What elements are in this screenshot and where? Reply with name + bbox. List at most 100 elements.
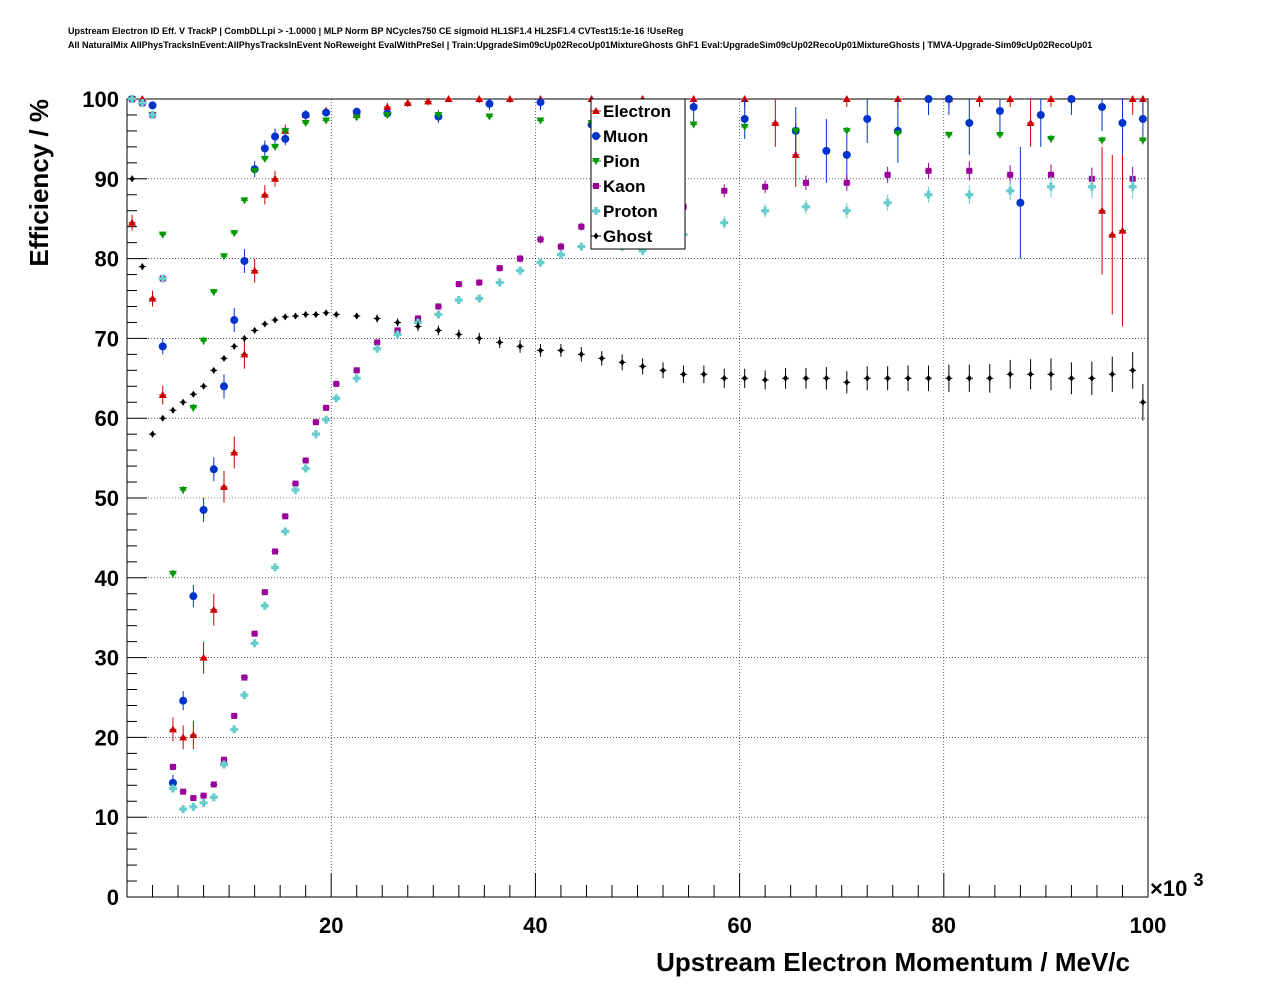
data-point-electron [148,290,157,307]
marker [373,344,382,353]
marker [1089,374,1095,382]
marker [139,263,145,271]
marker [1138,95,1147,102]
data-point-electron [842,95,851,107]
data-point-ghost [884,366,892,391]
data-point-ghost [373,314,381,323]
marker [211,366,217,374]
data-point-muon [924,95,933,115]
data-point-proton [761,204,770,218]
marker [180,788,187,795]
legend-entry-proton: Proton [591,202,658,221]
data-point-ghost [720,368,728,388]
marker [842,150,851,159]
marker [1067,95,1076,103]
marker [689,121,698,129]
marker [740,123,749,131]
data-point-ghost [1067,362,1075,395]
marker [240,197,249,205]
data-point-ghost [1006,359,1014,389]
data-point-electron [424,97,433,106]
marker [721,374,727,382]
marker [180,398,186,406]
legend-marker [593,183,599,189]
marker [783,374,789,382]
marker [189,731,198,739]
data-point-proton [301,464,310,473]
marker [352,114,361,122]
data-point-proton [250,639,259,648]
y-tick-label: 20 [95,725,119,750]
data-point-ghost [220,354,228,362]
marker [660,366,666,374]
marker [354,312,360,320]
marker [485,113,494,121]
marker [231,712,238,719]
data-point-kaon [516,254,524,263]
data-point-muon [740,99,749,139]
marker [803,374,809,382]
marker [762,376,768,384]
data-point-muon [352,107,361,116]
marker [1026,118,1035,126]
data-point-muon [322,108,331,117]
y-tick-label: 70 [95,326,119,351]
marker [537,236,544,243]
data-point-electron [975,95,984,107]
marker [129,175,135,183]
marker [1109,370,1115,378]
marker [209,289,218,297]
marker [200,792,207,799]
data-point-pion [189,403,198,412]
marker [771,118,780,126]
marker [965,118,974,127]
marker [260,601,269,610]
data-point-electron [179,725,188,750]
data-point-muon [842,126,851,183]
data-point-kaon [240,674,248,681]
marker [322,108,331,117]
marker [640,362,646,370]
data-point-proton [577,242,586,251]
data-point-pion [230,229,239,238]
marker [301,110,310,119]
data-point-kaon [557,242,565,251]
data-point-ghost [577,347,585,362]
data-point-kaon [924,162,932,179]
marker [148,110,157,119]
marker [403,98,412,106]
y-tick-label: 90 [95,167,119,192]
data-point-ghost [924,365,932,392]
data-point-proton [311,430,320,439]
marker [281,527,290,536]
marker [201,382,207,390]
data-point-pion [219,253,228,261]
marker [517,255,524,262]
chart-title-line-1: Upstream Electron ID Eff. V TrackP | Com… [68,26,684,36]
marker [496,265,503,272]
data-point-pion [301,119,310,127]
marker [415,322,421,330]
data-point-ghost [537,343,545,357]
data-point-ghost [1088,361,1096,396]
marker [455,281,462,288]
legend-entry-kaon: Kaon [591,177,646,196]
marker [944,131,953,139]
data-point-ghost [516,339,524,353]
marker [374,339,381,346]
legend-marker [592,158,600,165]
data-point-ghost [843,371,851,394]
marker [578,350,584,358]
marker [333,310,339,318]
data-point-electron [505,95,514,103]
marker [148,294,157,302]
marker [1128,182,1137,191]
data-point-electron [168,717,177,742]
data-point-muon [536,98,545,111]
data-point-ghost [1027,359,1035,390]
x-axis-multiplier: ×10 3 [1150,870,1203,901]
marker [517,342,523,350]
marker [272,316,278,324]
y-tick-label: 10 [95,805,119,830]
marker [476,279,483,286]
